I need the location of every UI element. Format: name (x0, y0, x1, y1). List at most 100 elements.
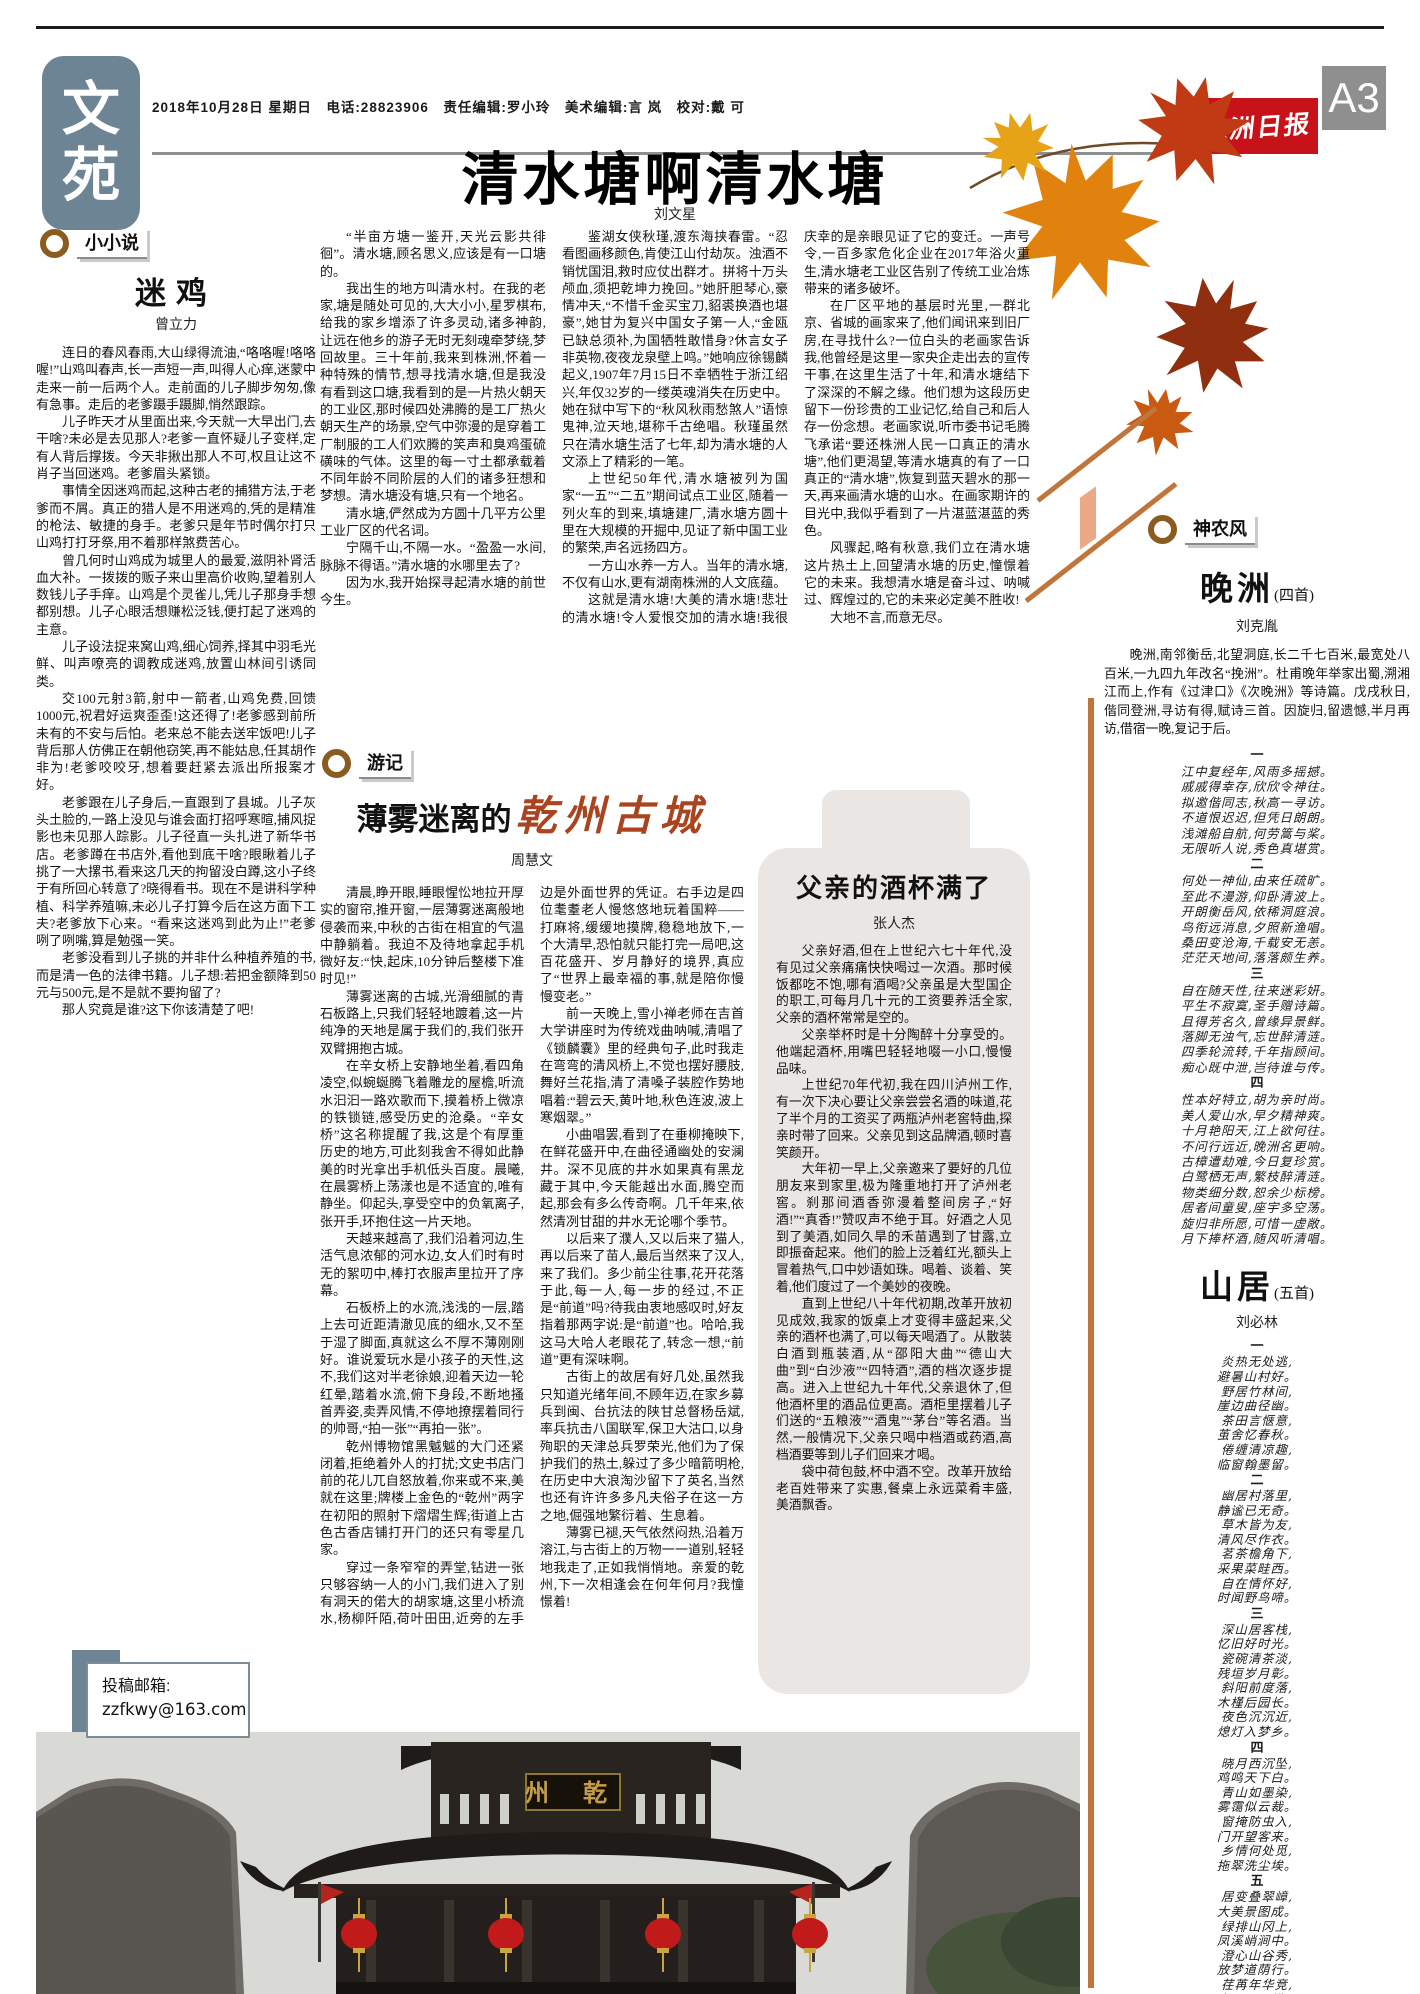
section-logo: 文 苑 (42, 56, 140, 230)
poem-line: 自在随天性,往来迷彩妍。 (1180, 982, 1334, 998)
paragraph: 袋中荷包鼓,杯中酒不空。改革开放给老百姓带来了实惠,餐桌上永远菜肴丰盛,美酒飘香… (776, 1464, 1012, 1513)
poem-line: 白云天际横。 (1104, 1992, 1410, 1994)
poem-line: 且得芳名久,曾缘异景鲜。 (1180, 1013, 1334, 1029)
poem-line: 熄灯入梦乡。 (1216, 1724, 1298, 1739)
essay-author: 张人杰 (873, 917, 915, 932)
red-flag (318, 1882, 344, 1962)
poem-line: 何处一神仙,由来任疏旷。 (1180, 873, 1334, 889)
poem-line: 拟邀偕同志,秋高一寻访。 (1180, 794, 1334, 810)
poem-line: 幽居村落里, (1221, 1488, 1293, 1504)
red-lantern (792, 1898, 828, 1972)
paragraph: 上世纪70年代初,我在四川泸州工作,有一次下决心要让父亲尝尝名酒的味道,花了半个… (776, 1078, 1012, 1160)
gate-tower-photo: 州 乾 (36, 1732, 1080, 1994)
poem1-title-text: 晚洲 (1200, 572, 1274, 608)
paragraph: 儿子设法捉来窝山鸡,细心饲养,择其中羽毛光鲜、叫声嘹亮的调教成迷鸡,放置山林间引… (36, 639, 316, 689)
section-label-text: 游记 (359, 748, 411, 779)
wine-cup-decoration (822, 790, 970, 852)
paragraph: 曾几何时山鸡成为城里人的最爱,滋阴补肾活血大补。一拨拨的贩子来山里高价收购,望着… (36, 552, 316, 637)
paragraph: 薄雾已褪,天气依然闷热,沿着万溶江,与古街上的万物一一道别,轻轻地我走了,正如我… (540, 1524, 744, 1610)
paragraph: 大年初一早上,父亲邀来了要好的几位朋友来到家里,极为隆重地打开了泸州老窖。刹那间… (776, 1162, 1012, 1294)
poem-line: 茧舍忆春秋。 (1216, 1427, 1298, 1443)
paragraph: 前一天晚上,雪小禅老师在吉首大学讲座时为传统戏曲呐喊,清唱了《锁麟囊》里的经典句… (540, 1006, 744, 1125)
section-logo-char: 苑 (61, 143, 120, 208)
dateline: 2018年10月28日 星期日 电话:28823906 责任编辑:罗小玲 美术编… (152, 100, 745, 115)
paragraph: 乾州博物馆黑魆魆的大门还紧闭着,拒绝着外人的打扰;文史书店门前的花儿兀自怒放着,… (320, 1438, 524, 1558)
paragraph: 以后来了濮人,又以后来了猫人,再以后来了苗人,最后当然来了汉人,来了我们。多少前… (540, 1230, 744, 1368)
poem-line: 青山如墨染, (1221, 1784, 1293, 1800)
maple-leaf-icon (1121, 383, 1200, 458)
poem-line: 桑田变沧海,千载安无恙。 (1180, 935, 1334, 951)
section-bullet-icon (322, 749, 351, 778)
paragraph: “半亩方塘一鉴开,天光云影共徘徊”。清水塘,顾名思义,应该是有一口塘的。 (320, 229, 546, 279)
photo-trees (1001, 1897, 1080, 1987)
paragraph: 父亲好酒,但在上世纪六七十年代,没有见过父亲痛痛快快喝过一次酒。那时候饭都吃不饱… (776, 944, 1012, 1026)
stanza-number: 二 (1250, 857, 1264, 873)
poem-line: 鸟衔远消息,夕照新渔唱。 (1180, 919, 1334, 935)
paragraph: 老爹没看到儿子挑的并非什么种植养殖的书,而是清一色的法律书籍。儿子想:若把金额降… (36, 950, 316, 1000)
poem-line: 避暑山村好。 (1216, 1368, 1298, 1384)
poem-line: 深山居客栈, (1221, 1621, 1293, 1637)
poem-line: 窗掩防虫入, (1221, 1813, 1293, 1829)
poem-line: 戚戚得幸存,欣欣令神往。 (1180, 779, 1334, 795)
poem-line: 草木皆为友, (1221, 1517, 1293, 1533)
section-logo-char: 文 (61, 77, 120, 142)
stanza-number: 四 (1250, 1076, 1264, 1092)
poem1-preface: 晚洲,南邻衡岳,北望洞庭,长二千七百米,最宽处八百米,一九四九年改名“挽洲”。杜… (1104, 646, 1410, 739)
poem-line: 茶田言惬意, (1221, 1412, 1293, 1428)
travel-author: 周慧文 (511, 854, 553, 869)
paragraph: 一方山水养一方人。当年的清水塘,不仅有山水,更有湖南株洲的人文底蕴。 (562, 557, 788, 590)
red-lantern (488, 1898, 524, 1972)
poem1-author: 刘克胤 (1236, 620, 1278, 635)
section-label-text: 神农风 (1185, 514, 1255, 545)
stanza-number: 五 (1250, 1874, 1264, 1890)
tower-columns (366, 1900, 764, 1994)
poem-line: 澄心山谷秀, (1221, 1947, 1293, 1963)
paragraph: 父亲举杯时是十分陶醉十分享受的。他端起酒杯,用嘴巴轻轻地啜一小口,慢慢品味。 (776, 1027, 1012, 1076)
poem-line: 门开望客来。 (1216, 1828, 1298, 1844)
section-label-text: 小小说 (77, 228, 147, 259)
paragraph: 天越来越高了,我们沿着河边,生活气息浓郁的河水边,女人们时有时无的絮叨中,棒打衣… (320, 1230, 524, 1298)
poem-line: 大美景图成。 (1216, 1903, 1298, 1919)
poem-line: 旋归非所愿,可惜一虚敞。 (1180, 1215, 1334, 1231)
travel-body: 清晨,睁开眼,睡眼惺忪地拉开厚实的窗帘,推开窗,一层薄雾迷离般地侵袭而来,中秋的… (320, 884, 744, 1680)
poem-line: 野居竹林间, (1221, 1383, 1293, 1399)
poem-line: 木槿后园长。 (1216, 1694, 1298, 1710)
paragraph: 大地不言,而意无尽。 (830, 609, 951, 625)
poem2-title-text: 山居 (1200, 1270, 1274, 1307)
paragraph: 小曲唱罢,看到了在垂柳掩映下,在鲜花盛开中,在曲径通幽处的安澜井。深不见底的井水… (540, 1127, 744, 1229)
paragraph: 儿子昨天才从里面出来,今天就一大早出门,去干啥?未必是去见那人?老爹一直怀疑儿子… (36, 414, 316, 482)
decor-vertical-bar (1088, 698, 1094, 1988)
submission-box: 投稿邮箱: zzfkwy@163.com (72, 1650, 262, 1746)
poem2-title: 山居(五首) (1104, 1260, 1410, 1308)
poem-line: 倦缠清凉趣, (1221, 1441, 1293, 1457)
poem-line: 落脚无浊气,忘世醉清涟。 (1180, 1029, 1334, 1045)
section-label-travel: 游记 (322, 748, 411, 779)
poem2-author: 刘必林 (1236, 1316, 1278, 1332)
poem-line: 晓月西沉坠, (1221, 1755, 1293, 1771)
poem-line: 绿排山冈上, (1221, 1918, 1293, 1934)
stanza-number: 一 (1250, 1339, 1264, 1355)
poem-line: 乡情何处觅, (1221, 1843, 1293, 1859)
poem-line: 开朗衡岳风,依稀洞庭浪。 (1180, 904, 1334, 920)
submission-email: zzfkwy@163.com (102, 1700, 247, 1719)
poem-line: 无限听人说,秀色真堪赏。 (1180, 841, 1334, 856)
section-bullet-icon (40, 229, 69, 258)
poem1-subtitle: (四首) (1274, 588, 1314, 604)
poem-line: 残垣岁月彰。 (1216, 1665, 1298, 1681)
travel-title-highlight: 乾州古城 (515, 793, 708, 839)
poem-line: 江中复经年,风雨多摇撼。 (1180, 763, 1334, 779)
stanza-number: 三 (1250, 1606, 1264, 1622)
poem-line: 性本好特立,胡为亲时尚。 (1180, 1092, 1334, 1108)
paragraph: 鉴湖女侠秋瑾,渡东海挟春雷。“忍看图画移颜色,肯使江山付劫灰。浊酒不销忧国泪,救… (562, 229, 788, 469)
travel-title-prefix: 薄雾迷离的 (356, 802, 512, 837)
main-article-body: “半亩方塘一鉴开,天光云影共徘徊”。清水塘,顾名思义,应该是有一口塘的。 我出生的… (320, 228, 1030, 740)
poem-line: 自在情怀好, (1221, 1575, 1293, 1591)
essay-box: 父亲的酒杯满了 张人杰 父亲好酒,但在上世纪六七十年代,没有见过父亲痛痛快快喝过… (758, 848, 1030, 1694)
stanza-number: 三 (1250, 966, 1264, 982)
roof-eave-band (294, 1884, 840, 1898)
poem-line: 临窗翰墨留。 (1216, 1456, 1298, 1472)
poem2-subtitle: (五首) (1274, 1286, 1314, 1303)
poem-line: 鸡鸣天下白。 (1216, 1770, 1298, 1786)
paragraph: 直到上世纪八十年代初期,改革开放初见成效,我家的饭桌上才变得丰盛起来,父亲的酒杯… (776, 1296, 1012, 1462)
roof-corner-right (846, 1861, 892, 1891)
